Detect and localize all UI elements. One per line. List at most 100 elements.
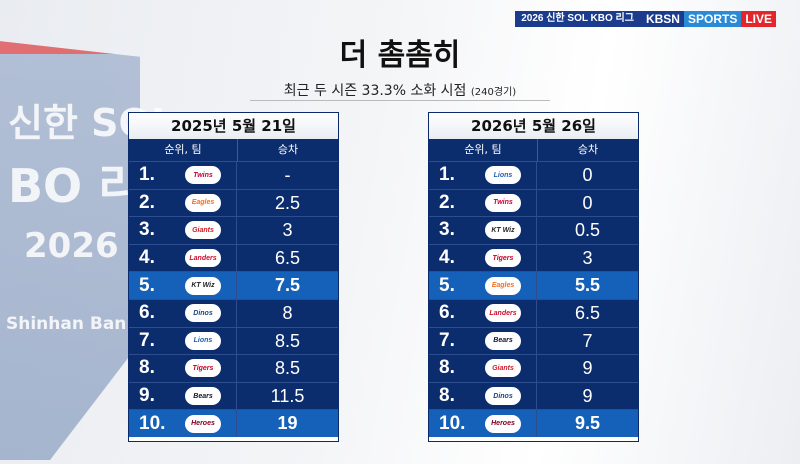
team-logo-icon: Landers — [185, 249, 221, 268]
games-behind-value: 8 — [282, 302, 293, 323]
games-behind-value: 7 — [582, 330, 593, 351]
rank-number: 9. — [139, 385, 155, 407]
table-row: 1. Lions 0 — [429, 161, 638, 189]
table-row: 3. KT Wiz 0.5 — [429, 216, 638, 244]
rank-number: 7. — [139, 329, 155, 351]
table-row: 8. Dinos 9 — [429, 381, 638, 410]
rank-team-cell: 10. Heroes — [429, 410, 537, 437]
subtitle-divider — [250, 100, 550, 101]
column-rank-team: 순위, 팀 — [429, 139, 538, 161]
table-row: 3. Giants 3 — [129, 216, 338, 244]
team-logo-icon: Dinos — [485, 387, 521, 406]
games-behind-value: 9 — [582, 385, 593, 406]
games-behind-value: 0 — [582, 165, 593, 185]
page-subtitle: 최근 두 시즌 33.3% 소화 시점 (240경기) — [0, 80, 800, 100]
table-rows: 1. Twins -2. Eagles 2.5 3. Giants 3 4. Landers 6.5… — [129, 161, 338, 437]
games-behind-value: 3 — [582, 247, 593, 268]
page-title: 더 촘촘히 — [339, 38, 461, 73]
team-logo-icon: Giants — [485, 359, 521, 378]
table-row: 2. Eagles 2.5 — [129, 188, 338, 217]
table-row: 7. Lions 8.5 — [129, 326, 338, 355]
table-row: 7. Bears 7 — [429, 326, 638, 355]
games-behind-value: 7.5 — [274, 275, 301, 296]
table-date-header: 2026년 5월 26일 — [429, 113, 638, 139]
rank-number: 8. — [439, 357, 455, 379]
team-logo-icon: Bears — [185, 387, 221, 406]
rank-number: 5. — [139, 274, 155, 296]
rank-number: 2. — [439, 191, 455, 213]
table-date-header: 2025년 5월 21일 — [129, 113, 338, 139]
background-text-2: BO 리 — [8, 159, 141, 213]
team-logo-icon: Lions — [185, 331, 221, 350]
table-row: 4. Tigers 3 — [429, 243, 638, 272]
games-behind-value: - — [284, 165, 291, 185]
games-behind-value: 8.5 — [274, 330, 301, 351]
column-games-behind: 승차 — [277, 143, 299, 156]
table-rows: 1. Lions 0 2. Twins 0 3. KT Wiz 0.5 4. Tigers 3 5. Ea… — [429, 161, 638, 437]
games-behind-value: 5.5 — [574, 275, 601, 296]
table-row: 5. Eagles 5.5 — [429, 271, 638, 299]
team-logo-icon: Eagles — [485, 276, 521, 295]
subtitle-note: (240경기) — [470, 87, 517, 98]
games-behind-value: 9.5 — [574, 413, 601, 434]
background-text-3: 2026 — [24, 226, 119, 266]
table-row: 8. Giants 9 — [429, 354, 638, 382]
rank-number: 8. — [139, 357, 155, 379]
rank-team-cell: 6. Landers — [429, 299, 537, 327]
rank-number: 6. — [139, 302, 155, 324]
table-row: 9. Bears 11.5 — [129, 381, 338, 410]
table-row: 10. Heroes 19 — [129, 409, 338, 437]
broadcast-logo: 2026 신한 SOL KBO 리그 KBSN SPORTS LIVE — [515, 11, 776, 27]
rank-team-cell: 7. Lions — [129, 327, 237, 355]
team-logo-icon: Twins — [485, 193, 521, 212]
rank-team-cell: 10. Heroes — [129, 410, 237, 437]
rank-team-cell: 8. Giants — [429, 355, 537, 382]
rank-number: 8. — [439, 385, 455, 407]
column-rank-team: 순위, 팀 — [129, 139, 238, 161]
rank-number: 4. — [139, 247, 155, 269]
league-logo: 2026 신한 SOL KBO 리그 — [515, 11, 640, 27]
team-logo-icon: KT Wiz — [185, 276, 221, 295]
rank-number: 10. — [139, 412, 166, 434]
table-row: 6. Dinos 8 — [129, 298, 338, 327]
team-logo-icon: Dinos — [185, 304, 221, 323]
rank-team-cell: 4. Landers — [129, 244, 237, 272]
rank-number: 3. — [439, 219, 455, 241]
rank-team-cell: 5. KT Wiz — [129, 272, 237, 299]
team-logo-icon: Landers — [485, 304, 521, 323]
sports-logo: SPORTS — [683, 11, 742, 27]
rank-number: 6. — [439, 302, 455, 324]
rank-team-cell: 4. Tigers — [429, 244, 537, 272]
table-column-headers: 순위, 팀 승차 — [429, 139, 638, 161]
subtitle-text: 최근 두 시즌 33.3% 소화 시점 — [283, 83, 467, 99]
rank-team-cell: 1. Lions — [429, 162, 537, 189]
rank-number: 1. — [439, 164, 455, 186]
team-logo-icon: Bears — [485, 331, 521, 350]
rank-team-cell: 7. Bears — [429, 327, 537, 355]
rank-number: 1. — [139, 164, 155, 186]
table-row: 6. Landers 6.5 — [429, 298, 638, 327]
channel-logo: KBSN — [639, 11, 684, 27]
games-behind-value: 3 — [282, 220, 293, 241]
table-row: 10. Heroes 9.5 — [429, 409, 638, 437]
games-behind-value: 6.5 — [574, 302, 601, 323]
rank-number: 5. — [439, 274, 455, 296]
rank-team-cell: 9. Bears — [129, 382, 237, 410]
games-behind-value: 0.5 — [574, 220, 601, 241]
rank-number: 4. — [439, 247, 455, 269]
rank-team-cell: 5. Eagles — [429, 272, 537, 299]
team-logo-icon: Twins — [185, 166, 221, 185]
team-logo-icon: Tigers — [185, 359, 221, 378]
rank-team-cell: 8. Dinos — [429, 382, 537, 410]
team-logo-icon: Heroes — [185, 414, 221, 433]
table-row: 1. Twins - — [129, 161, 338, 189]
rank-number: 10. — [439, 412, 466, 434]
team-logo-icon: Heroes — [485, 414, 521, 433]
rank-team-cell: 8. Tigers — [129, 355, 237, 382]
column-games-behind: 승차 — [577, 143, 599, 156]
rank-team-cell: 3. KT Wiz — [429, 217, 537, 244]
team-logo-icon: Giants — [185, 221, 221, 240]
team-logo-icon: Tigers — [485, 249, 521, 268]
team-logo-icon: Eagles — [185, 193, 221, 212]
games-behind-value: 0 — [582, 192, 593, 213]
